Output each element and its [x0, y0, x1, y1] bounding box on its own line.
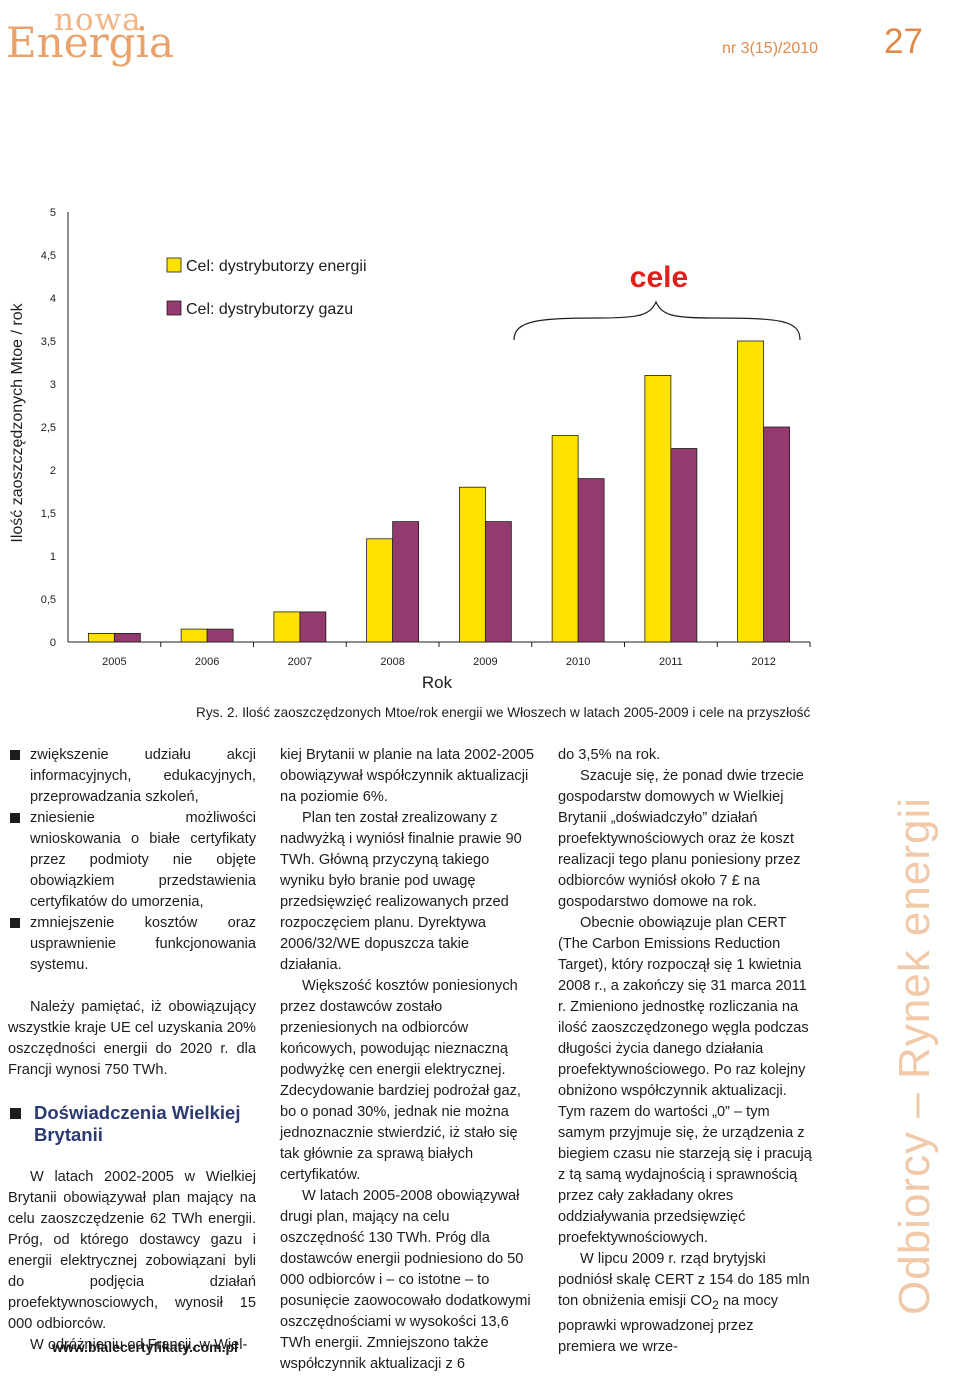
logo-main: Energia [6, 18, 174, 67]
x-tick-label: 2007 [288, 656, 312, 668]
annotation-brace [513, 300, 801, 341]
paragraph: do 3,5% na rok. [558, 747, 661, 763]
x-tick-label: 2005 [102, 656, 126, 668]
x-tick-label: 2011 [659, 656, 683, 668]
paragraph: W odróżnieniu od Francji, w Wiel- [30, 1337, 248, 1353]
section-title: Odbiorcy – Rynek energii [890, 796, 939, 1315]
footer-url: www.bialecertyfikaty.com.pl [52, 1339, 238, 1355]
bullet-item: zniesienie możliwości wnioskowania o bia… [8, 808, 256, 913]
legend-swatch-gas [166, 300, 182, 316]
paragraph: W lipcu 2009 r. rząd brytyjski podniósł … [558, 1251, 810, 1355]
y-tick-label: 5 [50, 207, 56, 219]
y-tick-label: 3,5 [41, 336, 56, 348]
paragraph: Plan ten został zrealizowany z nadwyżką … [280, 810, 522, 973]
y-tick-label: 4,5 [41, 250, 56, 262]
bar-gas-2008 [392, 521, 420, 643]
bar-energy-2011 [644, 374, 672, 643]
bar-chart: 0 0,5 1 1,5 2 2,5 3 3,5 4 4,5 5 2005 2006 2007 2008 200… [9, 207, 811, 720]
bar-gas-2005 [113, 632, 141, 643]
bar-gas-2006 [206, 628, 234, 643]
paragraph: Większość kosztów poniesionych przez dos… [280, 978, 521, 1183]
y-tick-label: 2 [50, 465, 56, 477]
x-tick-label: 2012 [751, 656, 775, 668]
y-tick-label: 4 [50, 293, 56, 305]
annotation-cele: cele [630, 261, 688, 294]
bar-gas-2011 [670, 448, 698, 643]
x-tick-label: 2008 [380, 656, 404, 668]
x-tick-label: 2009 [473, 656, 497, 668]
y-tick-label: 1,5 [41, 508, 56, 520]
logo-top: nowa [54, 2, 142, 38]
section-sidebar: Odbiorcy – Rynek energii [885, 745, 945, 1315]
legend-swatch-energy [166, 257, 182, 273]
y-tick-label: 0 [50, 637, 56, 649]
bar-energy-2010 [551, 435, 579, 643]
y-tick-label: 2,5 [41, 422, 56, 434]
paragraph: W latach 2002-2005 w Wielkiej Brytanii o… [8, 1169, 256, 1332]
column-1: zwiększenie udziału akcji informacyjnych… [8, 745, 256, 1356]
bullet-square-icon [10, 813, 20, 823]
x-tick-label: 2010 [566, 656, 590, 668]
bar-energy-2012 [737, 340, 765, 643]
issue-number: nr 3(15)/2010 [722, 40, 819, 57]
bar-gas-2010 [577, 478, 605, 643]
bullet-square-icon [10, 1108, 21, 1119]
bar-gas-2012 [763, 426, 791, 643]
paragraph: Szacuje się, że ponad dwie trzecie gospo… [558, 768, 804, 910]
column-2: kiej Brytanii w planie na lata 2002-2005… [280, 745, 534, 1375]
bullet-square-icon [10, 750, 20, 760]
y-tick-label: 3 [50, 379, 56, 391]
bullet-item: zwiększenie udziału akcji informacyjnych… [8, 745, 256, 808]
bar-energy-2006 [180, 628, 208, 643]
column-3: do 3,5% na rok. Szacuje się, że ponad dw… [558, 745, 814, 1358]
bar-energy-2008 [366, 538, 394, 643]
bullet-item: zmniejszenie kosztów oraz usprawnienie f… [8, 913, 256, 976]
x-tick-label: 2006 [195, 656, 219, 668]
legend-label-gas: Cel: dystrybutorzy gazu [186, 301, 353, 318]
y-axis-label: Ilość zaoszczędzonych Mtoe / rok [9, 302, 26, 542]
y-tick-label: 1 [50, 551, 56, 563]
paragraph: W latach 2005-2008 obowiązywał drugi pla… [280, 1188, 531, 1372]
bar-energy-2009 [458, 486, 486, 643]
y-tick-label: 0,5 [41, 594, 56, 606]
section-heading: Doświadczenia Wielkiej Brytanii [8, 1102, 256, 1146]
bullet-square-icon [10, 918, 20, 928]
bar-energy-2007 [273, 611, 301, 643]
bar-energy-2005 [87, 632, 115, 643]
paragraph: kiej Brytanii w planie na lata 2002-2005… [280, 747, 534, 805]
figure-caption: Rys. 2. Ilość zaoszczędzonych Mtoe/rok e… [196, 705, 810, 720]
paragraph: Należy pamiętać, iż obowiązujący wszystk… [8, 999, 256, 1078]
x-axis-label: Rok [422, 673, 453, 692]
page-number: 27 [884, 22, 923, 61]
paragraph: Obecnie obowiązuje plan CERT (The Carbon… [558, 915, 812, 1246]
bar-gas-2007 [299, 611, 327, 643]
legend-label-energy: Cel: dystrybutorzy energii [186, 258, 367, 275]
bar-gas-2009 [484, 521, 512, 643]
